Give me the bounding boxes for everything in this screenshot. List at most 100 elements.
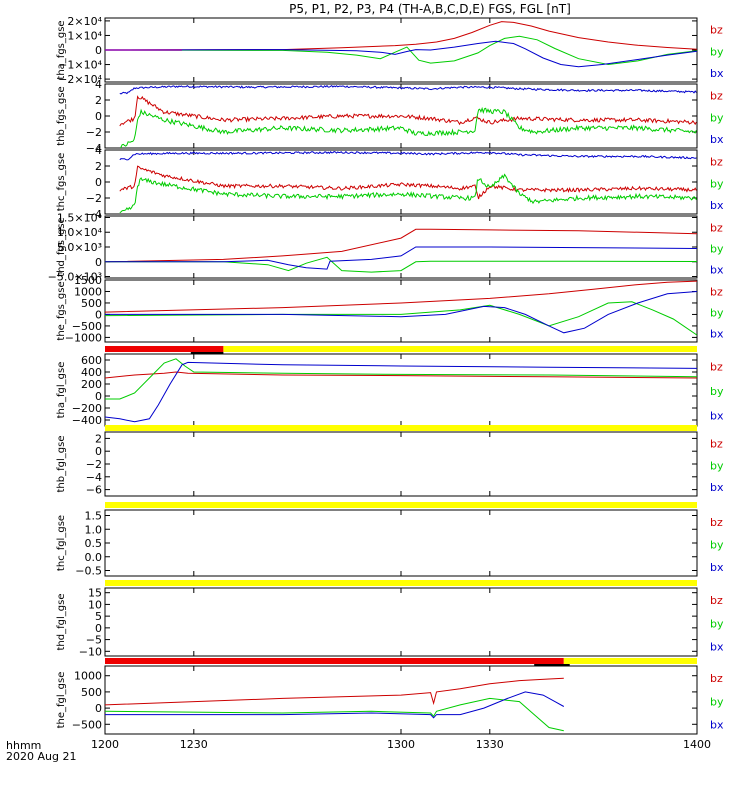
panel-thb_fgs_gse: 4 2 0 −2 −4 thb_fgs_gse bz by bx xyxy=(56,78,724,155)
y-tick-label: −1000 xyxy=(65,331,102,344)
legend-by: by xyxy=(710,45,724,58)
legend-by: by xyxy=(710,695,724,708)
y-tick-label: 1.0 xyxy=(85,523,103,536)
series-group xyxy=(119,84,697,148)
legend-by: by xyxy=(710,617,724,630)
y-tick-label: −200 xyxy=(72,402,102,415)
y-axis-label: thd_fgl_gse xyxy=(56,594,67,651)
y-tick-label: −4 xyxy=(86,208,102,221)
y-axis-label: tha_fgs_gse xyxy=(56,20,67,79)
series-bz xyxy=(105,21,697,51)
y-tick-label: 1000 xyxy=(74,285,102,298)
legend-by: by xyxy=(710,538,724,551)
y-tick-label: 1500 xyxy=(74,274,102,287)
legend-bx: bx xyxy=(710,199,724,212)
y-tick-label: 10 xyxy=(88,598,102,611)
y-tick-label: 0 xyxy=(95,622,102,635)
mode-segment xyxy=(105,580,697,586)
y-tick-label: 0 xyxy=(95,176,102,189)
y-tick-label: −500 xyxy=(72,320,102,333)
legend-bz: bz xyxy=(710,516,723,529)
series-by xyxy=(105,256,697,273)
y-tick-label: 0 xyxy=(95,44,102,57)
y-axis-label: thc_fgl_gse xyxy=(56,515,67,571)
legend-by: by xyxy=(710,385,724,398)
legend-bx: bx xyxy=(710,67,724,80)
panel-frame xyxy=(104,665,698,735)
legend-by: by xyxy=(710,111,724,124)
series-by xyxy=(105,358,697,400)
y-axis-label: thd_fgs_gse xyxy=(56,217,67,276)
y-tick-label: 0 xyxy=(95,256,102,269)
legend-bz: bz xyxy=(710,285,723,298)
mode-segment xyxy=(105,502,697,508)
y-tick-label: 400 xyxy=(81,366,102,379)
y-tick-label: 500 xyxy=(81,297,102,310)
y-tick-label: −2 xyxy=(86,458,102,471)
panel-thd_fgs_gse: 1.5×10⁴ 1.0×10⁴ 5.0×10³ 0 −5.0×10³thd_fgs_gs… xyxy=(48,211,724,283)
series-bx xyxy=(105,691,565,719)
series-bz xyxy=(119,165,697,200)
legend-bx: bx xyxy=(710,133,724,146)
legend-bx: bx xyxy=(710,561,724,574)
y-tick-label: 0.5 xyxy=(85,537,103,550)
x-tick-label: 1230 xyxy=(180,738,208,751)
y-tick-label: 4 xyxy=(95,78,102,91)
y-tick-label: −10 xyxy=(79,645,102,658)
mode-segment xyxy=(105,425,697,431)
y-tick-label: 0 xyxy=(95,110,102,123)
y-axis-label: thb_fgs_gse xyxy=(56,86,67,145)
series-bx xyxy=(105,291,697,334)
panel-frame xyxy=(104,215,698,279)
series-by xyxy=(105,697,564,732)
chart-title: P5, P1, P2, P3, P4 (TH-A,B,C,D,E) FGS, F… xyxy=(289,2,571,16)
series-group xyxy=(105,21,697,68)
y-tick-label: −5 xyxy=(86,634,102,647)
mode-segment xyxy=(563,658,697,664)
y-tick-label: 200 xyxy=(81,378,102,391)
series-by xyxy=(105,35,697,66)
y-tick-label: 4 xyxy=(95,144,102,157)
y-tick-label: −4 xyxy=(86,142,102,155)
mode-segment xyxy=(105,658,564,664)
y-tick-label: 1.0×10⁴ xyxy=(57,226,103,239)
y-tick-label: 500 xyxy=(81,686,102,699)
y-tick-label: −6 xyxy=(86,484,102,497)
panel-frame xyxy=(104,431,698,497)
series-bz xyxy=(105,228,697,263)
legend-bz: bz xyxy=(710,672,723,685)
series-bx xyxy=(119,150,697,161)
y-tick-label: 2 xyxy=(95,94,102,107)
y-tick-label: 5 xyxy=(95,610,102,623)
date-label: 2020 Aug 21 xyxy=(6,750,76,763)
series-group xyxy=(105,358,697,423)
panel-thc_fgl_gse: 1.51.00.50.0−0.5 thc_fgl_gse bz by bx xyxy=(56,509,724,578)
legend-by: by xyxy=(710,307,724,320)
y-axis-label: tha_fgl_gse xyxy=(56,362,67,419)
legend-bz: bz xyxy=(710,438,723,451)
mode-bar-2 xyxy=(105,425,697,431)
y-tick-label: −0.5 xyxy=(75,565,102,578)
legend-bz: bz xyxy=(710,361,723,374)
panel-frame xyxy=(104,509,698,577)
mode-bar-5 xyxy=(105,658,697,666)
y-tick-label: 2×10⁴ xyxy=(67,15,102,28)
legend-bx: bx xyxy=(710,410,724,423)
series-bx xyxy=(119,84,697,95)
legend-bx: bx xyxy=(710,481,724,494)
series-group xyxy=(105,228,697,273)
series-bz xyxy=(105,371,697,379)
mode-marker xyxy=(534,664,570,666)
panel-the_fgl_gse: 1000 500 0 −500 the_fgl_gse bz by bx xyxy=(56,665,724,735)
y-tick-label: −400 xyxy=(72,414,102,427)
mode-bar-3 xyxy=(105,502,697,508)
y-tick-label: −500 xyxy=(72,718,102,731)
series-bz xyxy=(105,280,697,313)
series-bx xyxy=(105,361,697,423)
y-axis-label: thc_fgs_gse xyxy=(56,153,67,212)
y-tick-label: 0 xyxy=(95,308,102,321)
